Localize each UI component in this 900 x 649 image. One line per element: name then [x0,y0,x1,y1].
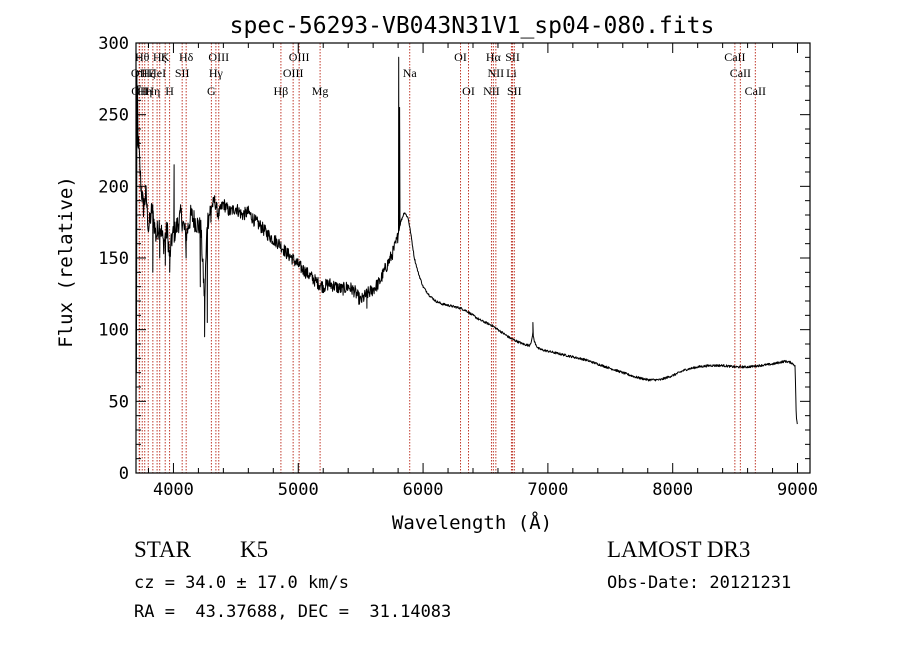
redshift-cz: cz = 34.0 ± 17.0 km/s [134,573,349,593]
spectral-line-label: G [207,84,216,98]
spectral-line-label: Hδ [179,50,194,64]
spectral-line-labels: OIIOIIHθHηHζHηHeIHζKHSIIHδGHγOIIIHβOIIIO… [131,50,766,98]
spectral-line-label: OIII [208,50,229,64]
y-tick-label: 100 [98,321,129,341]
spectral-line-label: Hθ [135,50,150,64]
x-tick-label: 7000 [527,480,568,500]
y-tick-label: 250 [98,106,129,126]
spectral-line-label: NII [483,84,500,98]
ra-dec-coordinates: RA = 43.37688, DEC = 31.14083 [134,602,452,622]
spectral-line-label: SII [175,66,190,80]
object-subclass: K5 [240,537,269,562]
spectral-line-label: CaII [724,50,745,64]
y-tick-label: 300 [98,34,129,54]
spectral-line-label: Mg [312,84,329,98]
spectral-line-label: NII [488,66,505,80]
x-tick-label: 6000 [403,480,444,500]
spectral-line-label: OI [454,50,467,64]
spectral-line-label: Hγ [209,66,224,80]
survey-name: LAMOST DR3 [607,537,751,562]
spectral-line-label: K [161,50,170,64]
spectral-line-label: HeI [148,66,166,80]
x-axis-ticks: 4000 5000 6000 7000 8000 9000 [147,43,818,500]
y-tick-label: 150 [98,249,129,269]
x-tick-label: 8000 [652,480,693,500]
plot-frame [135,42,811,474]
spectral-line-label: OII [131,66,148,80]
chart-title: spec-56293-VB043N31V1_sp04-080.fits [230,13,715,39]
spectral-line-label: Hη [137,84,152,98]
spectral-line-label: Hζ [141,66,155,80]
y-tick-label: 200 [98,177,129,197]
spectral-line-label: Li [506,66,517,80]
spectral-line-label: SII [507,84,522,98]
y-axis-ticks: 0 50 100 150 200 250 300 [98,34,810,484]
spectral-line-label: H [165,84,174,98]
spectral-line-label: Hζ [153,50,167,64]
spectrum-line [135,56,798,425]
spectral-line-label: CaII [745,84,766,98]
spectral-line-label: CaII [730,66,751,80]
x-tick-label: 5000 [278,480,319,500]
observation-date: Obs-Date: 20121231 [607,573,792,593]
spectral-line-label: Hη [145,84,160,98]
x-tick-label: 9000 [777,480,818,500]
spectral-line-label: OI [462,84,475,98]
x-axis-label: Wavelength (Å) [392,511,552,534]
spectral-line-label: OIII [289,50,310,64]
spectral-line-label: SII [505,50,520,64]
y-axis-label: Flux (relative) [55,176,77,348]
spectral-line-label: Hβ [274,84,289,98]
y-tick-label: 0 [119,464,129,484]
x-tick-label: 4000 [153,480,194,500]
spectral-line-label: OIII [283,66,304,80]
spectral-line-markers [138,43,756,473]
spectral-line-label: Hα [486,50,502,64]
y-tick-label: 50 [109,392,129,412]
object-class: STAR [134,537,191,562]
spectral-line-label: Na [403,66,418,80]
